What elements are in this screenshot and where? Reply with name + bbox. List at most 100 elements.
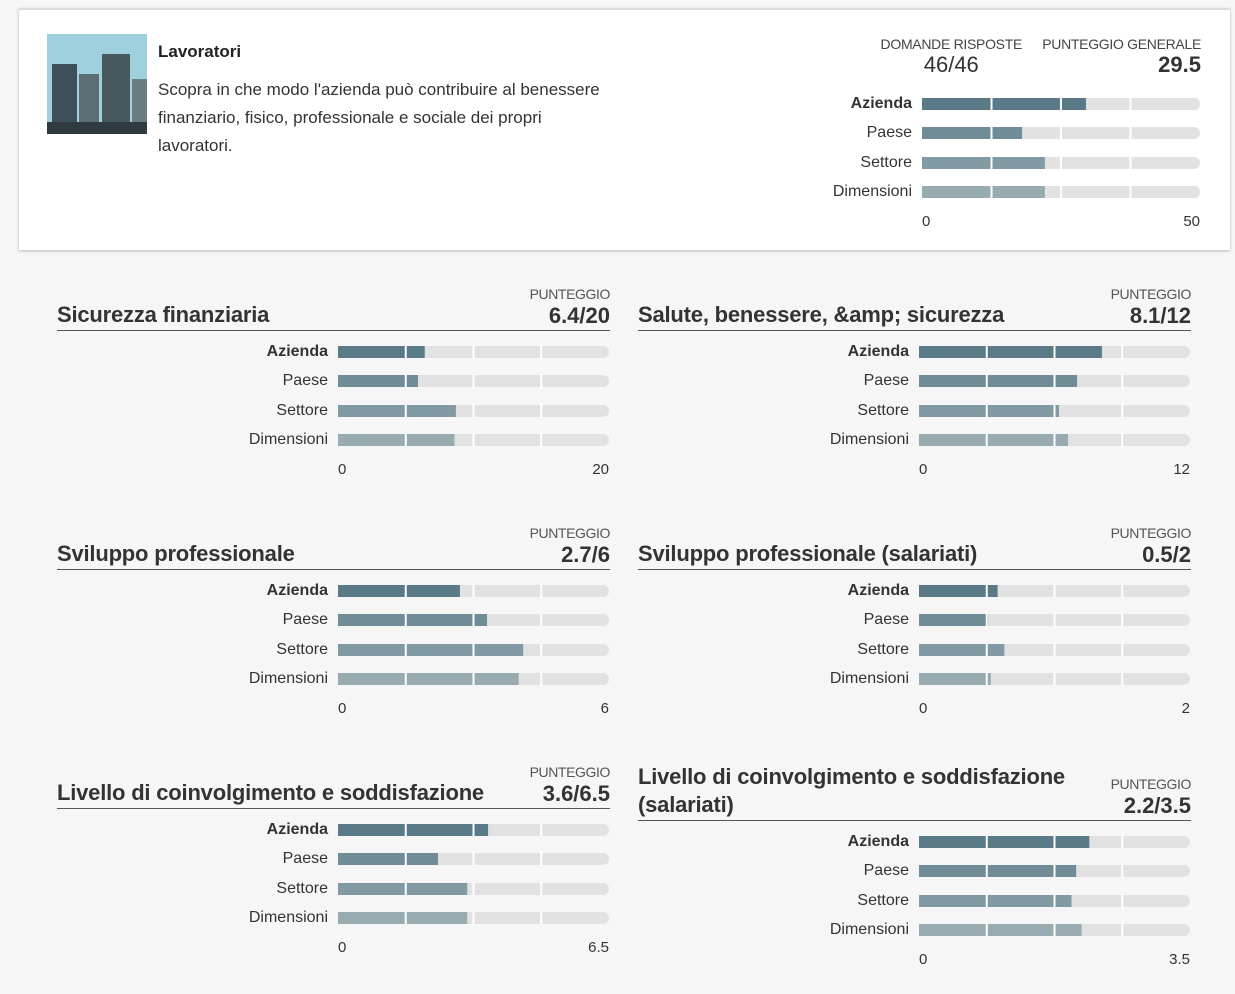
x-tick-label: 0 <box>922 213 930 230</box>
bar <box>338 405 456 417</box>
score-label: PUNTEGGIO <box>1111 775 1191 793</box>
score-label: PUNTEGGIO <box>1111 285 1191 303</box>
x-tick-label: 0 <box>338 461 346 478</box>
category-label: Paese <box>864 611 909 628</box>
bar <box>919 673 991 685</box>
category-label: Settore <box>276 641 328 658</box>
score-value: 8.1/12 <box>1111 303 1191 329</box>
x-tick-label: 0 <box>919 700 927 717</box>
category-label: Azienda <box>848 582 909 599</box>
bar <box>338 585 460 597</box>
score-label: PUNTEGGIO <box>530 763 610 781</box>
bar <box>919 895 1072 907</box>
bar <box>338 346 425 358</box>
category-label: Azienda <box>848 833 909 850</box>
bar <box>922 186 1045 198</box>
section: Livello di coinvolgimento e soddisfazion… <box>57 763 610 959</box>
answered-block: DOMANDE RISPOSTE 46/46 <box>881 36 1022 78</box>
bar <box>919 924 1082 936</box>
score-block: PUNTEGGIO3.6/6.5 <box>530 763 610 807</box>
score-value: 29.5 <box>1042 52 1201 78</box>
bar <box>338 883 467 895</box>
bar-chart: AziendaPaeseSettoreDimensioni03.5 <box>638 821 1191 971</box>
bar <box>919 614 988 626</box>
category-label: Azienda <box>267 343 328 360</box>
category-label: Paese <box>283 611 328 628</box>
category-label: Dimensioni <box>833 183 912 200</box>
bar <box>919 434 1068 446</box>
x-tick-label: 2 <box>1182 700 1190 717</box>
bar <box>338 434 455 446</box>
bar <box>338 673 519 685</box>
bar <box>338 644 523 656</box>
x-tick-label: 0 <box>919 951 927 968</box>
section-title: Sicurezza finanziaria <box>57 301 530 329</box>
score-value: 2.7/6 <box>530 542 610 568</box>
x-tick-label: 0 <box>338 700 346 717</box>
section-title: Sviluppo professionale <box>57 540 530 568</box>
page: Lavoratori Scopra in che modo l'azienda … <box>0 0 1235 994</box>
category-label: Dimensioni <box>249 431 328 448</box>
x-tick-label: 12 <box>1173 461 1190 478</box>
category-label: Settore <box>276 402 328 419</box>
x-tick-label: 0 <box>919 461 927 478</box>
category-label: Dimensioni <box>249 909 328 926</box>
category-label: Settore <box>276 880 328 897</box>
bar <box>919 836 1089 848</box>
x-tick-label: 0 <box>338 939 346 956</box>
category-label: Settore <box>857 402 909 419</box>
bar <box>919 865 1076 877</box>
x-tick-label: 3.5 <box>1169 951 1190 968</box>
bar <box>919 346 1102 358</box>
category-label: Dimensioni <box>830 921 909 938</box>
answered-label: DOMANDE RISPOSTE <box>881 36 1022 52</box>
category-label: Settore <box>857 892 909 909</box>
section: Livello di coinvolgimento e soddisfazion… <box>638 763 1191 971</box>
thumbnail <box>47 34 147 134</box>
score-label: PUNTEGGIO <box>1111 524 1191 542</box>
header-title: Lavoratori <box>158 42 241 62</box>
score-label: PUNTEGGIO <box>530 524 610 542</box>
category-label: Paese <box>867 124 912 141</box>
score-block: PUNTEGGIO GENERALE 29.5 <box>1042 36 1201 78</box>
section-title: Livello di coinvolgimento e soddisfazion… <box>57 779 530 807</box>
section-header: Livello di coinvolgimento e soddisfazion… <box>638 763 1191 821</box>
score-label: PUNTEGGIO <box>530 285 610 303</box>
score-label: PUNTEGGIO GENERALE <box>1042 36 1201 52</box>
section-header: Livello di coinvolgimento e soddisfazion… <box>57 763 610 809</box>
category-label: Paese <box>283 850 328 867</box>
category-label: Paese <box>283 372 328 389</box>
x-tick-label: 50 <box>1183 213 1200 230</box>
section-title: Salute, benessere, &amp; sicurezza <box>638 301 1111 329</box>
answered-value: 46/46 <box>881 52 1022 78</box>
bar <box>919 375 1077 387</box>
score-value: 0.5/2 <box>1111 542 1191 568</box>
category-label: Azienda <box>848 343 909 360</box>
score-value: 3.6/6.5 <box>530 781 610 807</box>
score-value: 2.2/3.5 <box>1111 793 1191 819</box>
category-label: Dimensioni <box>830 670 909 687</box>
bar <box>338 912 467 924</box>
bar <box>922 127 1022 139</box>
bar <box>338 614 487 626</box>
x-tick-label: 6 <box>601 700 609 717</box>
section: Sviluppo professionale (salariati)PUNTEG… <box>638 524 1191 720</box>
section-title: Livello di coinvolgimento e soddisfazion… <box>638 763 1111 819</box>
category-label: Settore <box>860 154 912 171</box>
section-header: Sviluppo professionale (salariati)PUNTEG… <box>638 524 1191 570</box>
